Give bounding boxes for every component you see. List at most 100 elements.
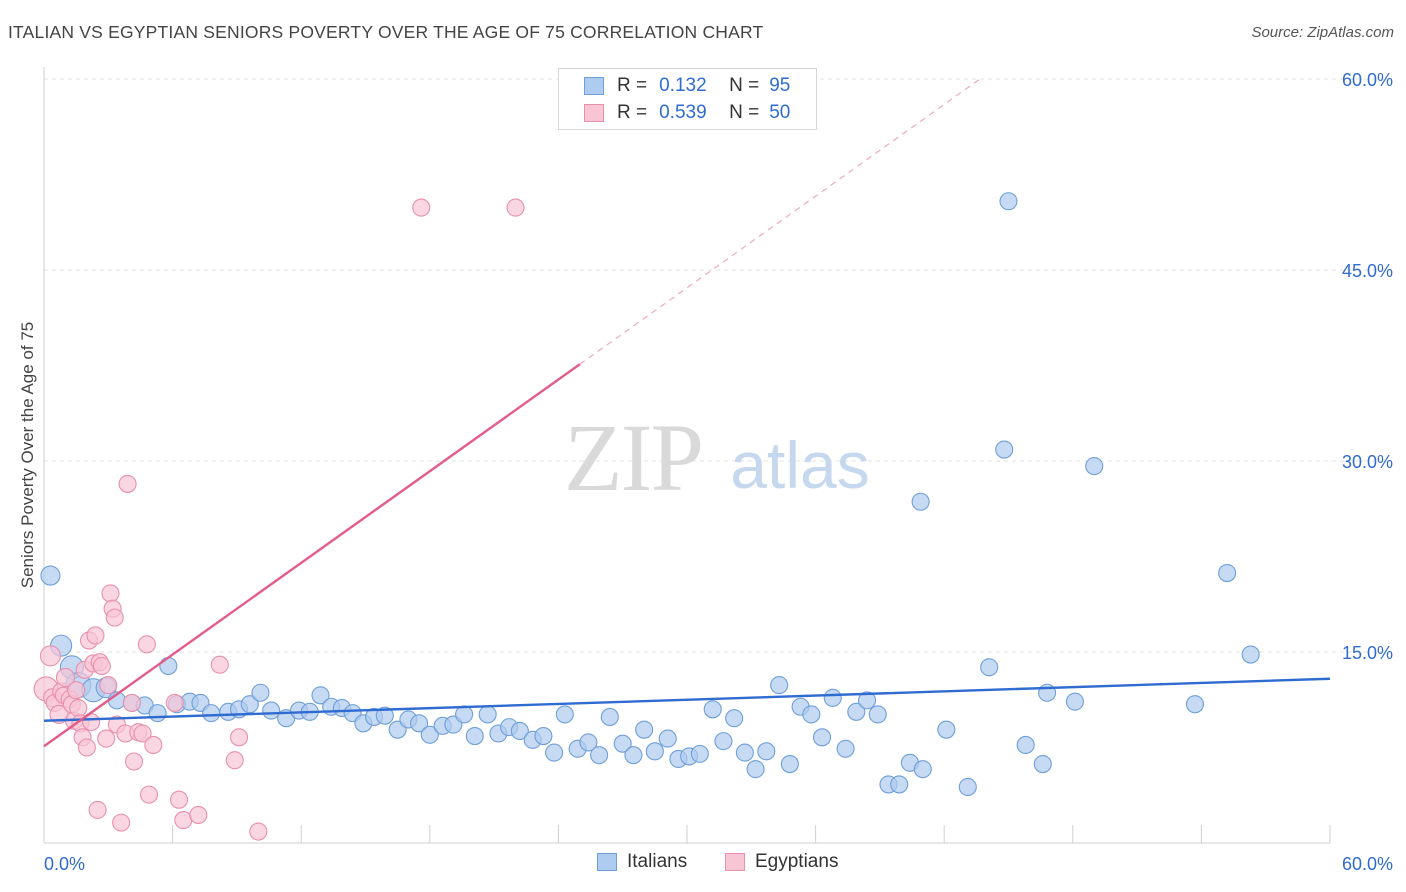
chart-title: ITALIAN VS EGYPTIAN SENIORS POVERTY OVER… bbox=[8, 22, 764, 42]
point-italians bbox=[375, 706, 394, 725]
point-egyptians bbox=[144, 735, 163, 755]
legend-r-value: 0.539 bbox=[659, 102, 707, 123]
point-italians bbox=[937, 720, 956, 739]
point-italians bbox=[555, 705, 574, 724]
point-italians bbox=[262, 701, 281, 720]
legend-item-italians[interactable]: Italians bbox=[597, 851, 687, 873]
point-italians bbox=[995, 440, 1014, 459]
legend-r-label: R = bbox=[617, 75, 648, 96]
legend-swatch-italians bbox=[584, 77, 604, 95]
point-egyptians bbox=[133, 724, 152, 743]
point-egyptians bbox=[174, 811, 193, 830]
point-egyptians bbox=[67, 681, 86, 700]
point-italians bbox=[159, 656, 178, 676]
correlation-legend: R = 0.132 N = 95 R = 0.539 N = 50 bbox=[558, 68, 817, 130]
watermark: ZIP atlas bbox=[564, 404, 870, 511]
point-italians bbox=[847, 702, 866, 721]
point-italians bbox=[746, 760, 765, 779]
point-italians bbox=[311, 686, 330, 705]
point-italians bbox=[1033, 755, 1052, 774]
point-italians bbox=[1185, 695, 1205, 714]
x-tick-label: 60.0% bbox=[1342, 854, 1393, 874]
legend-n-value: 50 bbox=[769, 102, 791, 123]
point-italians bbox=[579, 733, 598, 752]
trend-lines bbox=[43, 78, 1331, 748]
y-tick-label: 15.0% bbox=[1342, 643, 1393, 663]
point-italians bbox=[534, 726, 553, 746]
legend-row-italians: R = 0.132 N = 95 bbox=[584, 73, 791, 99]
point-egyptians bbox=[69, 698, 88, 718]
point-italians bbox=[868, 705, 887, 724]
legend-n-value: 95 bbox=[769, 75, 791, 96]
point-egyptians bbox=[112, 813, 131, 832]
point-italians bbox=[857, 691, 877, 710]
point-italians bbox=[1016, 735, 1035, 755]
point-egyptians bbox=[86, 626, 105, 645]
point-italians bbox=[465, 726, 484, 746]
point-italians bbox=[690, 744, 709, 763]
legend-r-label: R = bbox=[617, 102, 648, 123]
point-italians bbox=[911, 492, 930, 511]
point-egyptians bbox=[105, 608, 124, 627]
legend-label-egyptians: Egyptians bbox=[755, 851, 839, 872]
point-italians bbox=[658, 729, 677, 748]
point-italians bbox=[802, 705, 821, 724]
point-italians bbox=[40, 565, 61, 586]
point-italians bbox=[202, 704, 221, 723]
point-egyptians bbox=[88, 800, 107, 819]
point-italians bbox=[780, 755, 799, 774]
point-italians bbox=[735, 743, 754, 762]
point-italians bbox=[635, 720, 654, 739]
point-italians bbox=[823, 688, 842, 707]
point-egyptians bbox=[39, 645, 61, 667]
series-legend: Italians Egyptians bbox=[0, 851, 1406, 877]
legend-n-label: N = bbox=[729, 75, 760, 96]
legend-swatch-italians bbox=[597, 853, 617, 871]
point-egyptians bbox=[169, 790, 189, 809]
point-egyptians bbox=[101, 584, 120, 603]
point-italians bbox=[600, 707, 619, 726]
point-italians bbox=[410, 714, 429, 733]
point-italians bbox=[836, 739, 855, 758]
point-egyptians bbox=[55, 667, 75, 688]
point-italians bbox=[240, 695, 259, 714]
y-tick-label: 30.0% bbox=[1342, 452, 1393, 472]
point-italians bbox=[999, 192, 1018, 211]
point-italians bbox=[624, 746, 643, 765]
legend-swatch-egyptians bbox=[725, 853, 745, 871]
point-italians bbox=[1241, 645, 1260, 664]
point-italians bbox=[757, 742, 776, 761]
legend-r-value: 0.132 bbox=[659, 75, 707, 96]
point-italians bbox=[1218, 564, 1237, 583]
point-italians bbox=[725, 709, 744, 728]
point-egyptians bbox=[99, 676, 118, 695]
point-italians bbox=[590, 746, 609, 765]
legend-label-italians: Italians bbox=[627, 851, 688, 872]
point-egyptians bbox=[229, 728, 249, 747]
point-egyptians bbox=[77, 738, 96, 757]
point-italians bbox=[913, 760, 932, 779]
point-italians bbox=[613, 734, 632, 753]
point-egyptians bbox=[118, 474, 137, 493]
legend-item-egyptians[interactable]: Egyptians bbox=[725, 851, 838, 873]
point-italians bbox=[455, 705, 474, 724]
point-egyptians bbox=[92, 656, 111, 676]
point-italians bbox=[251, 683, 270, 702]
point-italians bbox=[703, 700, 722, 719]
point-italians bbox=[714, 732, 733, 751]
point-egyptians bbox=[225, 751, 244, 770]
point-italians bbox=[420, 725, 439, 744]
legend-row-egyptians: R = 0.539 N = 50 bbox=[584, 100, 791, 126]
point-italians bbox=[958, 777, 977, 797]
point-egyptians bbox=[506, 198, 525, 217]
x-tick-label: 0.0% bbox=[44, 854, 85, 874]
point-egyptians bbox=[124, 752, 144, 771]
point-italians bbox=[812, 728, 832, 747]
trend-line-italians bbox=[43, 677, 1331, 722]
point-egyptians bbox=[249, 822, 268, 841]
point-italians bbox=[645, 742, 664, 761]
point-egyptians bbox=[137, 635, 156, 654]
point-italians bbox=[148, 704, 167, 723]
legend-n-label: N = bbox=[729, 102, 760, 123]
